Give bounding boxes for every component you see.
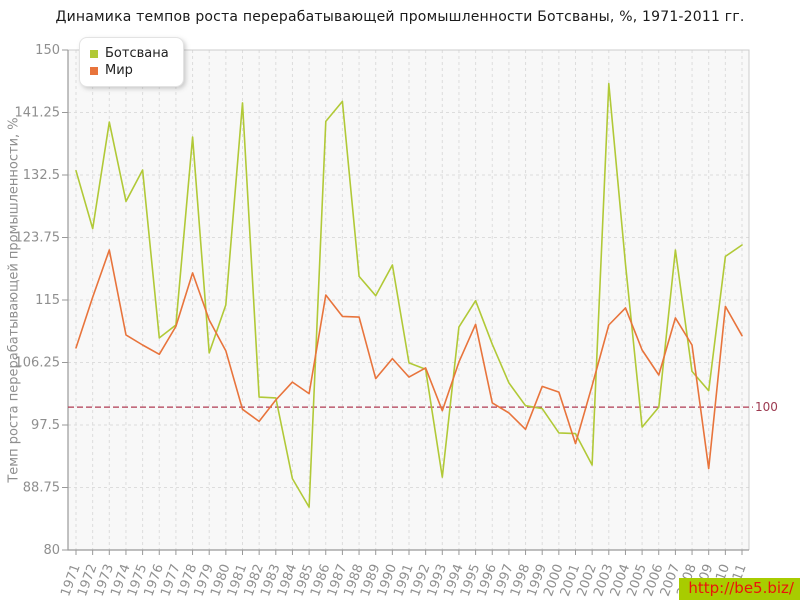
series-line-botswana: [75, 82, 743, 508]
tick-marks: [62, 49, 743, 555]
y-tick-label: 97.5: [31, 418, 60, 433]
series-line-world: [75, 249, 743, 470]
world-series-swatch-icon: [90, 66, 98, 75]
legend-item-world: Мир: [90, 63, 169, 78]
chart-title: Динамика темпов роста перерабатывающей п…: [55, 9, 745, 25]
y-tick-label: 88.75: [23, 481, 60, 496]
botswana-series-swatch-icon: [90, 49, 98, 58]
y-tick-label: 150: [35, 43, 60, 58]
legend-label-botswana: Ботсвана: [105, 46, 169, 61]
legend-item-botswana: Ботсвана: [90, 46, 169, 61]
legend-label-world: Мир: [105, 63, 133, 78]
watermark-link[interactable]: http://be5.biz/: [679, 578, 800, 600]
y-tick-labels: 80 88.75 97.5 106.25 115 123.75 132.5 141.25 150: [15, 43, 61, 558]
y-tick-label: 115: [35, 293, 60, 308]
legend: Ботсвана Мир: [79, 37, 184, 87]
y-tick-label: 132.5: [23, 168, 60, 183]
x-tick-labels: 1971197219731974197519761977197819791980…: [58, 562, 749, 598]
y-tick-label: 80: [43, 543, 60, 558]
plot-border-top-right: [68, 49, 750, 550]
reference-line-label: 100: [755, 400, 778, 414]
y-tick-label: 123.75: [15, 231, 61, 246]
y-tick-label: 141.25: [15, 106, 61, 121]
y-tick-label: 106.25: [15, 356, 61, 371]
